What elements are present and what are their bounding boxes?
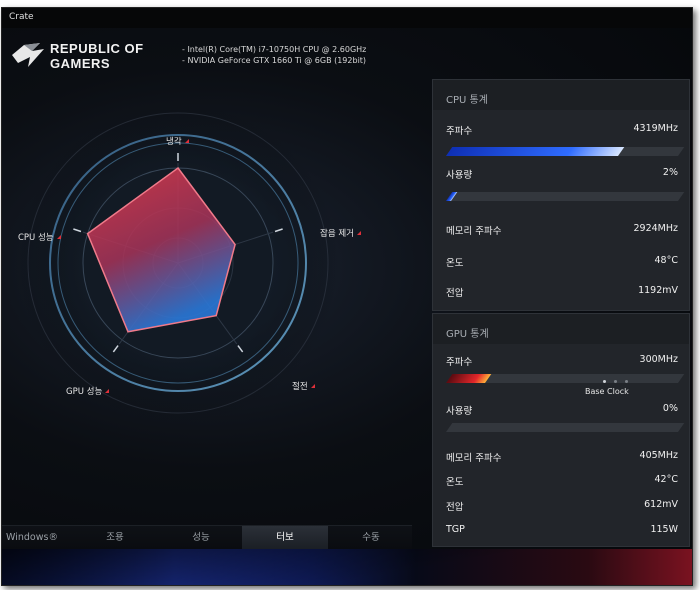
- rog-logo: REPUBLIC OF GAMERS: [10, 41, 170, 73]
- cpu-usage-bar-fill: [446, 192, 457, 201]
- cpu-temp-label: 온도: [446, 258, 464, 269]
- radar-graphic: [18, 103, 338, 423]
- brand-line-1: REPUBLIC OF: [50, 41, 144, 56]
- gpu-usage-bar: [446, 423, 685, 432]
- brand-text: REPUBLIC OF GAMERS: [50, 41, 144, 71]
- mode-silent[interactable]: 조용: [106, 532, 124, 543]
- gpu-voltage-label: 전압: [446, 502, 464, 513]
- axis-label-gpu-perf: GPU 성능: [66, 385, 109, 397]
- cpu-voltage-row: 전압 1192mV: [446, 285, 678, 299]
- cpu-temp-value: 48°C: [654, 255, 678, 266]
- mode-windows[interactable]: Windows®: [6, 532, 58, 543]
- mode-manual[interactable]: 수동: [362, 532, 380, 543]
- axis-label-cooling: 냉각: [166, 135, 189, 147]
- base-clock-label: Base Clock: [585, 387, 629, 396]
- gpu-temp-label: 온도: [446, 477, 464, 488]
- cpu-usage-bar: [446, 192, 685, 201]
- radar-tick-power_saving: [237, 345, 244, 353]
- gpu-usage-row: 사용량 0%: [446, 403, 678, 417]
- gpu-voltage-row: 전압 612mV: [446, 499, 678, 513]
- cpu-model: Intel(R) Core(TM) i7-10750H CPU @ 2.60GH…: [182, 44, 366, 55]
- gpu-freq-value: 300MHz: [639, 354, 678, 365]
- gpu-stats-title: GPU 통계: [446, 329, 489, 340]
- brand-line-2: GAMERS: [50, 56, 111, 71]
- axis-label-cpu-perf: CPU 성능: [18, 231, 61, 243]
- radar-tick-noise: [274, 228, 283, 233]
- axis-label-power-saving: 절전: [292, 380, 315, 392]
- gpu-freq-bar-fill: [446, 374, 492, 383]
- radar-tick-cpu_perf: [73, 228, 82, 233]
- gpu-mem-freq-row: 메모리 주파수 405MHz: [446, 450, 678, 464]
- cpu-freq-label: 주파수: [446, 126, 473, 137]
- cpu-mem-freq-value: 2924MHz: [633, 223, 678, 234]
- gpu-stats-header: [433, 314, 689, 344]
- gpu-tgp-label: TGP: [446, 524, 465, 535]
- gpu-freq-label: 주파수: [446, 357, 473, 368]
- crate-window: Crate REPUBLIC OF GAMERS Intel(R) Core(T…: [1, 7, 693, 586]
- gpu-usage-bar-fill: [446, 423, 453, 432]
- gpu-mem-freq-value: 405MHz: [639, 450, 678, 461]
- cpu-freq-bar-fill: [446, 147, 624, 156]
- title-bar: Crate: [2, 8, 692, 28]
- gpu-temp-row: 온도 42°C: [446, 474, 678, 488]
- base-clock-marker: [603, 380, 606, 383]
- cpu-mem-freq-row: 메모리 주파수 2924MHz: [446, 223, 678, 237]
- cpu-stats-panel: CPU 통계 주파수 4319MHz 사용량 2% 메모리 주파수 2924MH…: [432, 79, 690, 311]
- gpu-usage-label: 사용량: [446, 406, 473, 417]
- cpu-temp-row: 온도 48°C: [446, 255, 678, 269]
- cpu-voltage-label: 전압: [446, 288, 464, 299]
- cpu-voltage-value: 1192mV: [638, 285, 678, 296]
- cpu-usage-value: 2%: [662, 167, 678, 178]
- gpu-temp-value: 42°C: [654, 474, 678, 485]
- cpu-mem-freq-label: 메모리 주파수: [446, 226, 502, 237]
- gpu-freq-bar: [446, 374, 685, 383]
- gpu-model: NVIDIA GeForce GTX 1660 Ti @ 6GB (192bit…: [182, 55, 366, 66]
- mode-selector: Windows® 조용 성능 터보 수동: [2, 525, 412, 552]
- gpu-freq-row: 주파수 300MHz: [446, 354, 678, 368]
- boost-marker-2: [625, 380, 628, 383]
- cpu-freq-row: 주파수 4319MHz: [446, 123, 678, 137]
- bottom-decoration: [2, 549, 692, 585]
- gpu-tgp-row: TGP 115W: [446, 524, 678, 535]
- rog-eye-icon: [12, 43, 44, 67]
- mode-performance[interactable]: 성능: [192, 532, 210, 543]
- axis-label-noise: 잡음 제거: [320, 227, 361, 239]
- cpu-freq-bar: [446, 147, 685, 156]
- gpu-mem-freq-label: 메모리 주파수: [446, 453, 502, 464]
- performance-radar: 냉각 잡음 제거 절전 GPU 성능 CPU 성능: [2, 88, 422, 448]
- gpu-tgp-value: 115W: [650, 524, 678, 535]
- gpu-usage-value: 0%: [662, 403, 678, 414]
- radar-polygon: [86, 166, 236, 333]
- window-title: Crate: [9, 12, 34, 22]
- cpu-usage-label: 사용량: [446, 170, 473, 181]
- cpu-stats-title: CPU 통계: [446, 95, 488, 106]
- system-info: Intel(R) Core(TM) i7-10750H CPU @ 2.60GH…: [182, 44, 366, 66]
- boost-marker-1: [614, 380, 617, 383]
- radar-tick-gpu_perf: [112, 345, 119, 353]
- cpu-usage-row: 사용량 2%: [446, 167, 678, 181]
- cpu-freq-value: 4319MHz: [633, 123, 678, 134]
- gpu-stats-panel: GPU 통계 주파수 300MHz Base Clock 사용량 0% 메모리 …: [432, 313, 690, 547]
- gpu-voltage-value: 612mV: [644, 499, 678, 510]
- cpu-stats-header: [433, 80, 689, 110]
